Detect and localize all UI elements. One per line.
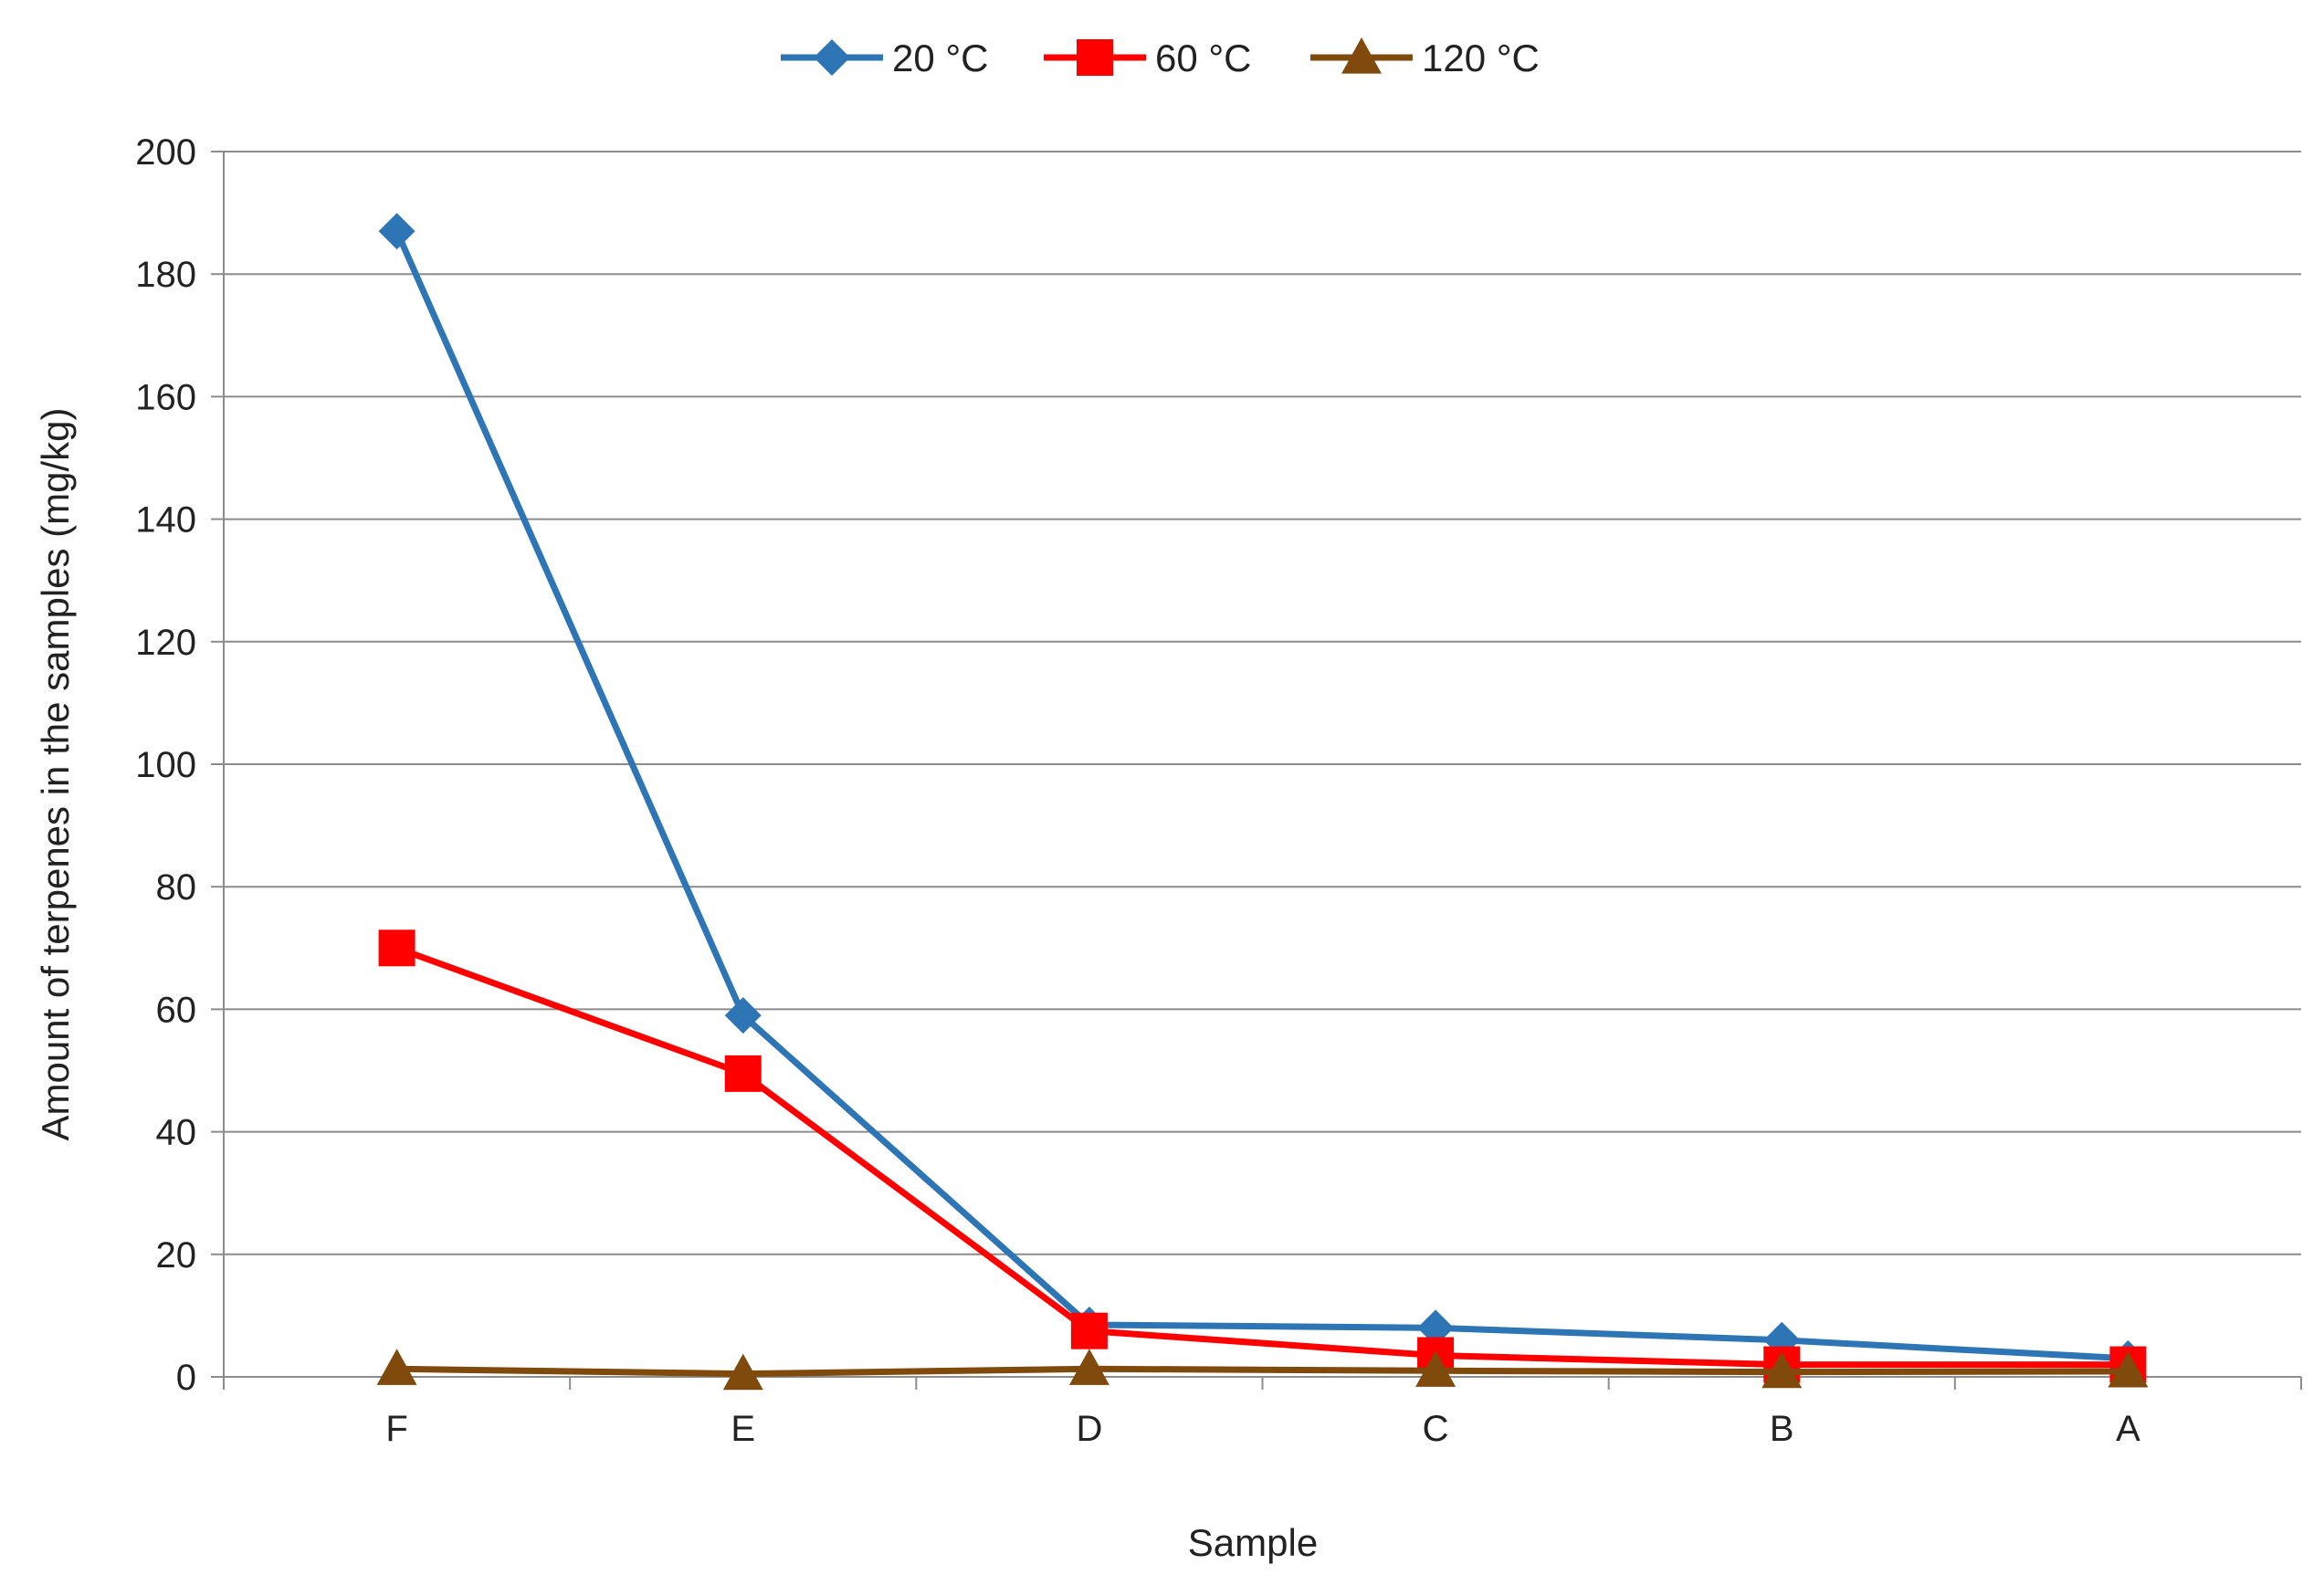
y-tick-label: 180 — [135, 255, 196, 295]
y-tick-label: 40 — [156, 1113, 197, 1153]
x-tick-label: C — [1423, 1409, 1449, 1449]
data-point — [1070, 1312, 1108, 1349]
series-line — [394, 229, 2129, 1362]
legend: 20 °C 60 °C 120 °C — [781, 37, 1540, 79]
data-point — [1761, 1351, 1803, 1389]
series-line — [395, 945, 2129, 1369]
series-layer — [376, 213, 2149, 1391]
series-3 — [376, 1349, 2149, 1391]
data-point — [724, 997, 762, 1034]
y-tick-label: 120 — [135, 623, 196, 663]
y-tick-label: 100 — [135, 745, 196, 785]
y-tick-label: 80 — [156, 867, 197, 908]
series-2 — [378, 929, 2147, 1383]
x-tick-label: F — [385, 1409, 407, 1449]
y-tick-label: 20 — [156, 1235, 197, 1276]
data-point — [1415, 1350, 1456, 1387]
legend-marker — [1341, 37, 1382, 74]
legend-label: 120 °C — [1422, 37, 1540, 79]
legend-label: 60 °C — [1155, 37, 1252, 79]
series-line — [396, 1365, 2129, 1378]
x-tick-label: E — [731, 1409, 755, 1449]
series-1 — [378, 213, 2147, 1377]
data-point — [1417, 1309, 1455, 1347]
y-tick-label: 140 — [135, 500, 196, 541]
data-point — [1068, 1349, 1109, 1385]
y-tick-label: 160 — [135, 377, 196, 417]
legend-marker — [1077, 39, 1113, 76]
data-point — [2108, 1350, 2149, 1388]
data-point — [722, 1353, 763, 1391]
data-point — [378, 213, 415, 250]
data-point — [724, 1055, 762, 1092]
axes: 0 20 40 60 80 100 120 140 160 180 200 F E D C B A — [135, 132, 2302, 1449]
y-tick-label: 0 — [176, 1358, 196, 1398]
y-tick-label: 60 — [156, 990, 197, 1030]
legend-label: 20 °C — [892, 37, 989, 79]
data-point — [378, 929, 415, 967]
x-tick-label: D — [1076, 1409, 1102, 1449]
x-axis-title: Sample — [1188, 1521, 1318, 1564]
gridlines — [224, 151, 2301, 1255]
data-point — [376, 1349, 417, 1385]
x-tick-label: B — [1770, 1409, 1794, 1449]
legend-marker — [814, 39, 850, 76]
legend-item: 20 °C — [781, 37, 989, 79]
y-axis-title: Amount of terpenes in the samples (mg/kg… — [34, 407, 77, 1140]
legend-item: 120 °C — [1310, 37, 1540, 79]
x-tick-label: A — [2116, 1409, 2140, 1449]
legend-item: 60 °C — [1044, 37, 1252, 79]
y-tick-label: 200 — [135, 132, 196, 173]
